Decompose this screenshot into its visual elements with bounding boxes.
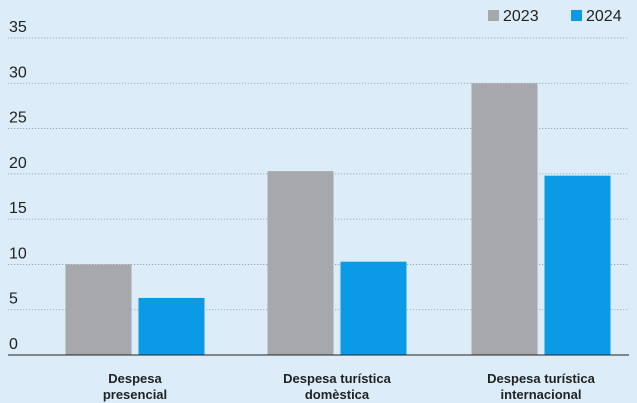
y-tick-label: 10 — [9, 245, 27, 262]
bar-2024-1 — [340, 261, 407, 355]
legend-label-2024: 2024 — [586, 8, 622, 25]
legend-swatch-2023 — [488, 10, 499, 21]
category-label: internacional — [501, 387, 582, 402]
category-label: domèstica — [305, 387, 370, 402]
category-label: Despesa turística — [283, 371, 391, 386]
y-tick-label: 15 — [9, 200, 27, 217]
y-tick-label: 30 — [9, 64, 27, 81]
bar-2024-0 — [138, 297, 205, 355]
bar-2024-2 — [544, 175, 611, 355]
bars — [65, 83, 611, 356]
y-tick-label: 35 — [9, 19, 27, 36]
legend-label-2023: 2023 — [503, 8, 539, 25]
bar-2023-0 — [65, 264, 132, 355]
category-label: Despesa — [108, 371, 162, 386]
y-tick-label: 0 — [9, 336, 18, 353]
y-tick-label: 25 — [9, 110, 27, 127]
y-axis-ticks: 0 5 10 15 20 25 30 35 — [9, 19, 27, 353]
bar-2023-2 — [471, 83, 538, 356]
y-tick-label: 5 — [9, 291, 18, 308]
legend: 2023 2024 — [488, 8, 622, 25]
category-label: Despesa turística — [487, 371, 595, 386]
category-label: presencial — [103, 387, 167, 402]
bar-2023-1 — [267, 171, 334, 355]
y-tick-label: 20 — [9, 155, 27, 172]
legend-swatch-2024 — [571, 10, 582, 21]
